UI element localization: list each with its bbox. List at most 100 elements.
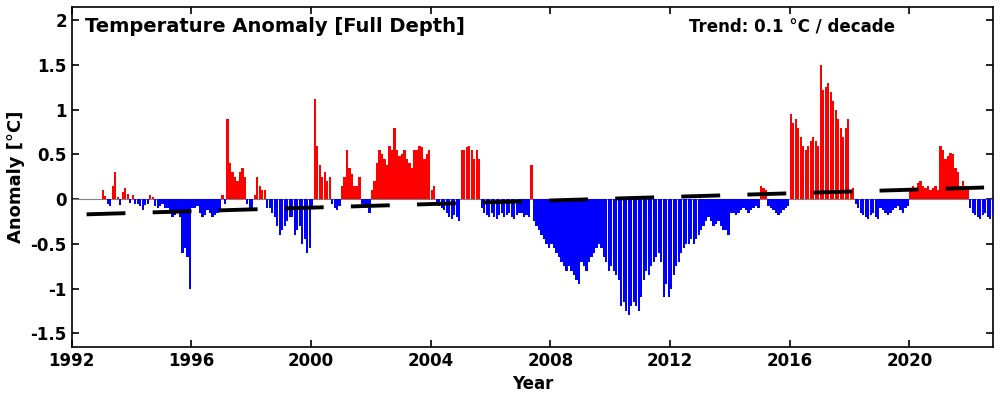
Bar	[498, 199, 500, 215]
Bar	[294, 199, 296, 235]
Bar	[261, 190, 263, 199]
Bar	[987, 199, 989, 217]
Bar	[588, 199, 590, 262]
Bar	[850, 190, 852, 199]
Bar	[815, 141, 817, 199]
Bar	[852, 188, 854, 199]
Bar	[837, 119, 839, 199]
Bar	[580, 199, 583, 262]
Bar	[421, 147, 423, 199]
Bar	[132, 195, 134, 199]
Bar	[555, 199, 558, 253]
Bar	[792, 123, 794, 199]
Bar	[319, 165, 321, 199]
Bar	[488, 199, 490, 217]
Bar	[568, 199, 570, 266]
Bar	[508, 199, 510, 212]
Bar	[538, 199, 540, 230]
Bar	[396, 150, 398, 199]
Bar	[476, 150, 478, 199]
Bar	[952, 154, 954, 199]
Bar	[112, 186, 114, 199]
Bar	[897, 199, 899, 206]
Bar	[984, 199, 986, 212]
Bar	[378, 150, 381, 199]
Bar	[189, 199, 191, 288]
Bar	[528, 199, 530, 217]
Bar	[633, 199, 635, 302]
Bar	[511, 199, 513, 217]
Bar	[840, 128, 842, 199]
Bar	[371, 190, 373, 199]
Bar	[191, 199, 194, 208]
Bar	[456, 199, 458, 217]
Bar	[934, 186, 937, 199]
Bar	[830, 92, 832, 199]
Bar	[376, 163, 378, 199]
Bar	[334, 199, 336, 208]
Bar	[972, 199, 974, 212]
Bar	[441, 199, 443, 208]
Bar	[468, 146, 470, 199]
Bar	[314, 99, 316, 199]
Bar	[737, 199, 740, 212]
Bar	[782, 199, 785, 210]
Bar	[321, 177, 323, 199]
Bar	[309, 199, 311, 248]
Bar	[249, 199, 251, 208]
Bar	[605, 199, 607, 262]
Bar	[757, 199, 760, 208]
Bar	[443, 199, 445, 210]
Bar	[613, 199, 615, 271]
Bar	[964, 186, 967, 199]
Bar	[234, 177, 236, 199]
Bar	[660, 199, 662, 262]
Bar	[353, 186, 356, 199]
Bar	[154, 199, 156, 206]
Bar	[266, 199, 268, 208]
Bar	[590, 199, 593, 257]
Bar	[525, 199, 528, 215]
Bar	[665, 199, 667, 284]
X-axis label: Year: Year	[512, 375, 553, 393]
Bar	[393, 128, 396, 199]
Bar	[558, 199, 560, 257]
Bar	[817, 146, 819, 199]
Bar	[618, 199, 620, 280]
Bar	[366, 199, 368, 206]
Bar	[338, 199, 341, 206]
Bar	[989, 199, 991, 219]
Bar	[194, 199, 196, 208]
Bar	[211, 199, 214, 217]
Bar	[822, 90, 824, 199]
Bar	[486, 199, 488, 215]
Bar	[927, 186, 929, 199]
Bar	[179, 199, 181, 217]
Bar	[787, 199, 789, 206]
Bar	[241, 168, 244, 199]
Bar	[884, 199, 887, 212]
Bar	[914, 188, 917, 199]
Bar	[351, 174, 353, 199]
Bar	[181, 199, 184, 253]
Bar	[214, 199, 216, 215]
Bar	[685, 199, 687, 244]
Bar	[670, 199, 672, 288]
Bar	[406, 159, 408, 199]
Bar	[919, 181, 922, 199]
Bar	[655, 199, 657, 257]
Bar	[229, 163, 231, 199]
Bar	[246, 199, 248, 204]
Bar	[463, 150, 465, 199]
Bar	[954, 168, 957, 199]
Bar	[127, 194, 129, 199]
Bar	[124, 188, 126, 199]
Bar	[391, 150, 393, 199]
Bar	[909, 190, 912, 199]
Text: Trend: 0.1 °C / decade: Trend: 0.1 °C / decade	[689, 17, 895, 35]
Bar	[236, 181, 239, 199]
Bar	[929, 190, 932, 199]
Bar	[772, 199, 775, 210]
Bar	[959, 186, 962, 199]
Bar	[825, 87, 827, 199]
